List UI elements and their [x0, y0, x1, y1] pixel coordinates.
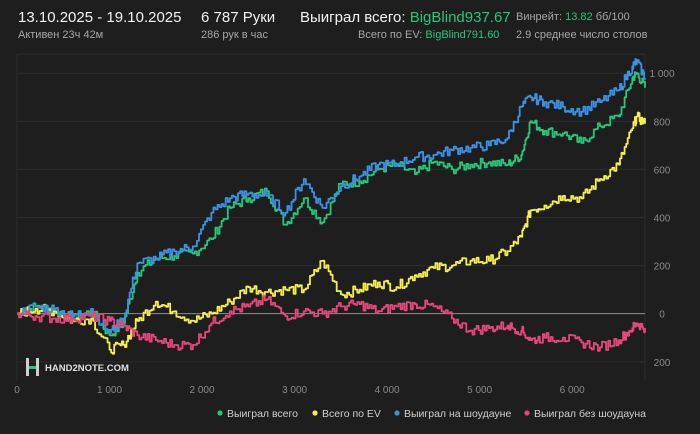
logo: HAND2NOTE.COM	[26, 358, 129, 376]
y-tick-label: 0	[659, 310, 665, 321]
x-tick-label: 3 000	[282, 385, 307, 396]
legend-label[interactable]: Выиграл без шоудауна	[534, 408, 646, 420]
y-tick-label: 800	[654, 117, 671, 128]
winrate-value: 13.82	[565, 11, 593, 23]
legend-label[interactable]: Всего по EV	[322, 408, 381, 420]
series-line	[17, 295, 646, 352]
logo-text: HAND2NOTE.COM	[45, 363, 129, 374]
y-tick-label: 600	[654, 165, 671, 176]
won-total: Выиграл всего: BigBlind937.67	[300, 9, 511, 26]
hands-per-hour: 286 рук в час	[201, 29, 269, 41]
x-tick-label: 0	[14, 385, 20, 396]
legend: Выиграл всего Всего по EV Выиграл на шоуда…	[217, 408, 646, 420]
logo-icon	[26, 358, 39, 376]
x-tick-label: 5 000	[467, 385, 492, 396]
x-tick-label: 1 000	[97, 385, 122, 396]
legend-marker	[312, 410, 318, 416]
legend-marker	[394, 410, 400, 416]
x-tick-label: 6 000	[560, 385, 585, 396]
legend-label[interactable]: Выиграл всего	[227, 408, 298, 420]
avg-tables: 2.9 среднее число столов	[516, 29, 648, 41]
active-time: Активен 23ч 42м	[18, 29, 104, 41]
won-total-label: Выиграл всего:	[300, 9, 406, 26]
y-tick-label: 1 000	[649, 69, 674, 80]
y-tick-label: 200	[654, 358, 671, 369]
date-range: 13.10.2025 - 19.10.2025	[18, 9, 182, 26]
winrate: Винрейт: 13.82 бб/100	[516, 11, 630, 23]
series-line	[17, 111, 646, 355]
winrate-unit: бб/100	[595, 11, 630, 23]
y-axis: 200 0 200 400 600 800 1 000	[649, 69, 674, 369]
ev-label: Всего по EV:	[358, 29, 423, 41]
legend-marker	[524, 410, 530, 416]
legend-label[interactable]: Выиграл на шоудауне	[404, 408, 511, 420]
series-line	[17, 71, 646, 337]
x-axis: 0 1 000 2 000 3 000 4 000 5 000 6 000	[14, 385, 585, 396]
x-tick-label: 2 000	[190, 385, 215, 396]
legend-marker	[217, 410, 223, 416]
y-tick-label: 400	[654, 214, 671, 225]
x-tick-label: 4 000	[375, 385, 400, 396]
ev-total: Всего по EV: BigBlind791.60	[358, 29, 499, 41]
series-line	[17, 58, 646, 334]
won-total-value: BigBlind937.67	[409, 9, 511, 26]
y-tick-label: 200	[654, 262, 671, 273]
winrate-label: Винрейт:	[516, 11, 563, 23]
ev-value: BigBlind791.60	[425, 29, 500, 41]
hands-count: 6 787 Руки	[201, 9, 276, 26]
series-lines	[17, 58, 646, 355]
